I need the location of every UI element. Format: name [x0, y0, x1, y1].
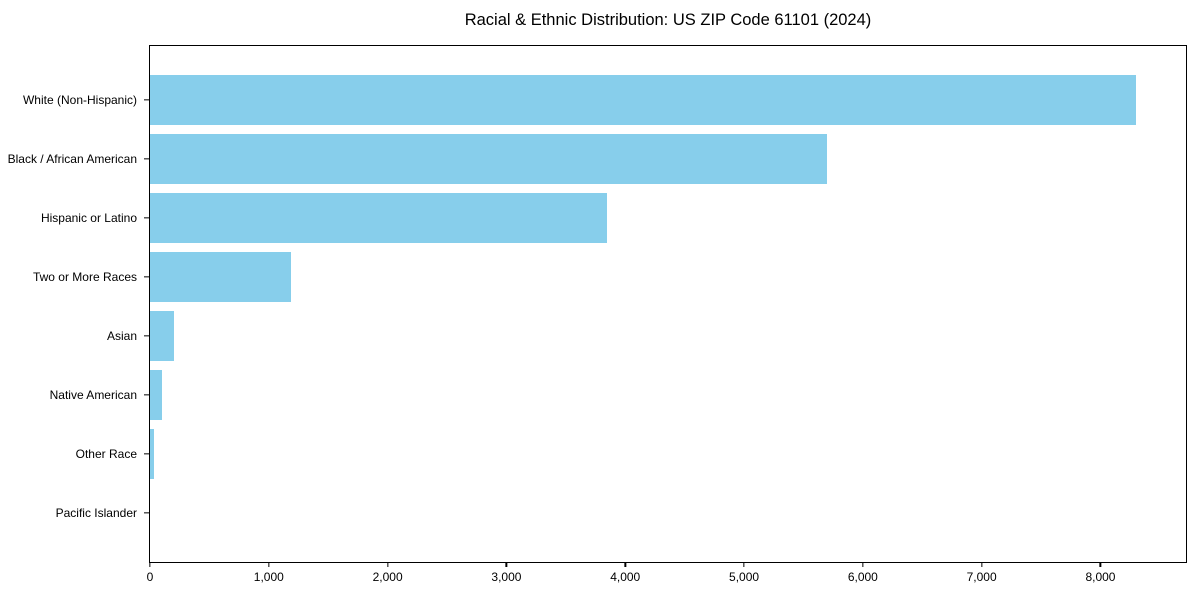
plot-area: White (Non-Hispanic) Black / African Amer…: [8, 45, 1187, 584]
x-axis-tick: [624, 562, 626, 567]
chart-row: Hispanic or Latino: [41, 188, 1186, 247]
chart-title: Racial & Ethnic Distribution: US ZIP Cod…: [464, 11, 872, 29]
y-axis-tick: [144, 511, 149, 514]
y-axis-tick: [144, 393, 149, 396]
chart-row: Other Race: [76, 424, 1186, 483]
y-axis-label: Hispanic or Latino: [40, 210, 137, 225]
bar: [150, 74, 1137, 125]
x-axis-tick-label: 8,000: [1085, 570, 1116, 584]
chart-row: Two or More Races: [33, 247, 1186, 306]
bar: [150, 251, 291, 302]
chart-row: Black / African American: [8, 129, 1186, 188]
x-axis-tick-label: 7,000: [966, 570, 997, 584]
x-axis-tick: [505, 562, 508, 567]
x-axis-tick-label: 5,000: [729, 570, 760, 584]
y-axis-label: Other Race: [75, 446, 137, 461]
x-axis-tick-label: 6,000: [847, 570, 878, 584]
x-axis-tick: [743, 562, 745, 567]
y-axis-label: White (Non-Hispanic): [22, 92, 137, 107]
x-axis-tick: [1099, 562, 1102, 567]
chart-row: Asian: [107, 306, 1186, 365]
y-axis-tick: [144, 157, 149, 160]
bar: [150, 369, 162, 420]
bar-rows: White (Non-Hispanic) Black / African Amer…: [8, 46, 1186, 562]
y-axis-label: Two or More Races: [32, 269, 137, 284]
chart-row: White (Non-Hispanic): [23, 70, 1186, 129]
y-axis-tick: [144, 334, 149, 337]
x-axis-tick-label: 3,000: [491, 570, 522, 584]
chart-row: Pacific Islander: [56, 483, 1186, 542]
x-axis-tick-label: 1,000: [253, 570, 284, 584]
x-axis-tick: [862, 562, 864, 567]
y-axis-label: Asian: [106, 328, 137, 343]
x-axis-tick-label: 0: [146, 570, 154, 584]
y-axis-label: Native American: [49, 387, 137, 402]
bar: [150, 192, 607, 243]
y-axis-label: Black / African American: [7, 151, 137, 166]
bar: [150, 310, 174, 361]
x-axis-tick: [386, 562, 389, 567]
bar: [150, 133, 828, 184]
x-axis-tick: [149, 562, 151, 567]
y-axis-tick: [144, 452, 149, 455]
x-axis-tick-label: 2,000: [372, 570, 403, 584]
y-axis-label: Pacific Islander: [55, 505, 137, 520]
y-axis-tick: [144, 216, 149, 219]
y-axis-tick: [144, 98, 149, 101]
chart-row: Native American: [50, 365, 1186, 424]
x-axis-tick: [980, 562, 983, 567]
bar: [150, 428, 155, 479]
y-axis-tick: [144, 275, 149, 278]
x-axis-tick-label: 4,000: [610, 570, 641, 584]
x-axis-tick: [268, 562, 270, 567]
